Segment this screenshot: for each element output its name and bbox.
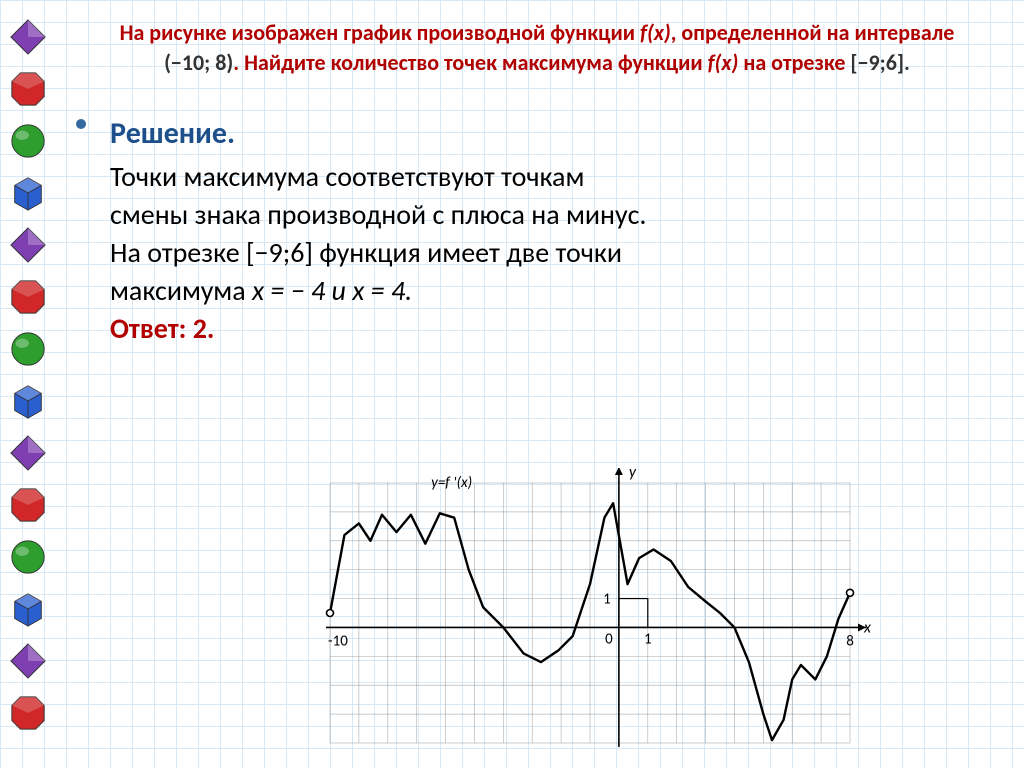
- solution-line-2: смены знака производной с плюса на минус…: [110, 197, 647, 232]
- slide-content: На рисунке изображен график производной …: [70, 18, 1004, 347]
- headline-interval: (−10; 8): [164, 49, 233, 76]
- solution-line-3: На отрезке [−9;6] функция имеет две точк…: [110, 235, 622, 270]
- svg-text:0: 0: [605, 630, 613, 648]
- solution-text: Точки максимума соответствуют точкам сме…: [110, 158, 1004, 347]
- svg-text:8: 8: [846, 632, 854, 650]
- circle-icon: [9, 122, 47, 160]
- solution-line-1: Точки максимума соответствуют точкам: [110, 159, 584, 194]
- headline-part-3: . Найдите количество точек максимума фун…: [233, 49, 707, 76]
- octagon-icon: [9, 486, 47, 524]
- answer-value: 2.: [193, 311, 215, 346]
- diamond-icon: [9, 642, 47, 680]
- cube-icon: [9, 174, 47, 212]
- headline-part-2: , определенной на интервале: [671, 19, 955, 46]
- derivative-chart: -10 8 0 1 1 x y y=f '(x): [300, 468, 1000, 758]
- circle-icon: [9, 330, 47, 368]
- octagon-icon: [9, 70, 47, 108]
- solution-line-4b: x = − 4 и x = 4.: [252, 273, 412, 308]
- diamond-icon: [9, 226, 47, 264]
- headline-segment: [−9;6].: [850, 49, 910, 76]
- svg-text:-10: -10: [328, 632, 348, 650]
- cube-icon: [9, 382, 47, 420]
- svg-text:1: 1: [644, 630, 652, 648]
- bullet-icon: [76, 119, 86, 129]
- svg-text:x: x: [863, 618, 872, 637]
- decorative-shapes-sidebar: [0, 0, 56, 768]
- problem-headline: На рисунке изображен график производной …: [70, 18, 1004, 95]
- octagon-icon: [9, 694, 47, 732]
- svg-text:1: 1: [603, 591, 611, 609]
- svg-text:y: y: [629, 468, 637, 482]
- octagon-icon: [9, 278, 47, 316]
- solution-title: Решение.: [110, 115, 1004, 152]
- diamond-icon: [9, 434, 47, 472]
- diamond-icon: [9, 18, 47, 56]
- headline-fx-2: f(x): [708, 49, 739, 76]
- headline-part-1: На рисунке изображен график производной …: [120, 19, 640, 46]
- solution-line-4a: максимума: [110, 273, 252, 308]
- cube-icon: [9, 590, 47, 628]
- svg-text:y=f '(x): y=f '(x): [431, 474, 472, 492]
- headline-part-4: на отрезке: [738, 49, 850, 76]
- answer-label: Ответ:: [110, 311, 193, 346]
- circle-icon: [9, 538, 47, 576]
- solution-block: Решение. Точки максимума соответствуют т…: [70, 95, 1004, 347]
- headline-fx-1: f(x): [640, 19, 671, 46]
